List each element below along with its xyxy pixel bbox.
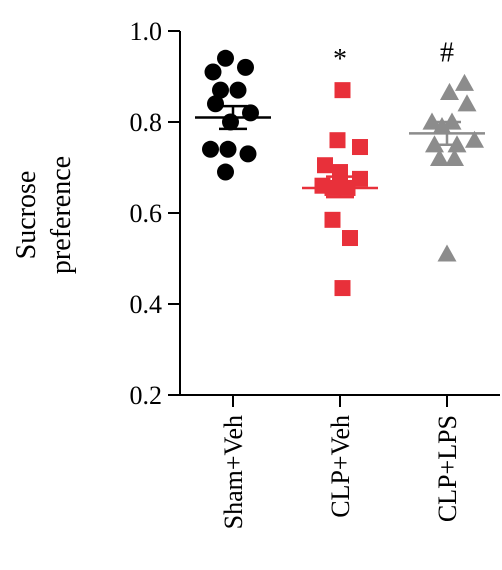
data-point-circle bbox=[202, 140, 219, 158]
data-point-square bbox=[324, 211, 341, 228]
data-point-circle bbox=[207, 95, 224, 113]
data-point-circle bbox=[204, 63, 222, 81]
data-point-circle bbox=[229, 81, 247, 99]
axes: 0.2 0.4 0.6 0.8 1.0 Sham+Veh CLP+Veh CLP+LPS bbox=[130, 17, 500, 529]
x-category-label: Sham+Veh bbox=[219, 415, 248, 529]
data-point-square bbox=[334, 82, 351, 99]
y-tick-label: 0.2 bbox=[130, 381, 163, 410]
data-point-triangle bbox=[457, 94, 477, 112]
data-point-square bbox=[342, 230, 358, 247]
data-point-circle bbox=[212, 81, 229, 99]
y-tick-label: 0.8 bbox=[130, 108, 163, 137]
data-point-square bbox=[334, 280, 351, 297]
x-category-label: CLP+Veh bbox=[326, 415, 355, 518]
data-point-circle bbox=[217, 163, 234, 181]
data-point-circle bbox=[217, 49, 234, 67]
x-category-label: CLP+LPS bbox=[433, 415, 462, 522]
data-point-square bbox=[352, 170, 368, 187]
data-point-triangle bbox=[437, 244, 457, 262]
data-point-triangle bbox=[455, 73, 474, 91]
data-marks: * # bbox=[195, 37, 485, 297]
data-point-circle bbox=[219, 140, 237, 158]
y-axis-label-line-2: preference bbox=[46, 156, 77, 274]
significance-marker: * bbox=[333, 44, 347, 75]
y-axis-label-line-1: Sucrose bbox=[11, 171, 42, 260]
significance-marker: # bbox=[440, 37, 454, 68]
y-tick-label: 0.4 bbox=[130, 290, 163, 319]
data-point-circle bbox=[237, 58, 254, 76]
data-point-square bbox=[329, 132, 346, 149]
data-point-triangle bbox=[422, 112, 442, 130]
data-point-triangle bbox=[440, 82, 459, 101]
data-point-triangle bbox=[445, 148, 464, 166]
data-point-circle bbox=[239, 145, 257, 163]
data-point-triangle bbox=[465, 130, 484, 148]
y-tick-label: 0.6 bbox=[130, 199, 163, 228]
data-point-square bbox=[317, 157, 333, 174]
data-point-triangle bbox=[430, 148, 449, 166]
y-tick-label: 1.0 bbox=[130, 17, 163, 46]
data-point-square bbox=[352, 139, 368, 156]
